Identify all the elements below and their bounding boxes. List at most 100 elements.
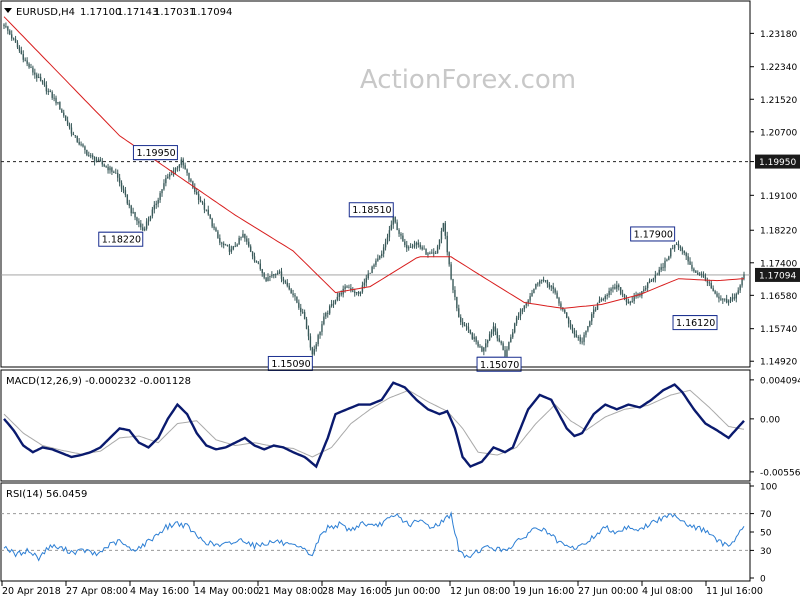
candle-body (22, 54, 24, 60)
candle-body (255, 260, 258, 263)
candle-body (222, 243, 225, 246)
candle-body (409, 246, 412, 248)
candle-body (463, 324, 466, 326)
candle-body (313, 349, 315, 355)
candle-body (147, 219, 150, 222)
candle-body (691, 264, 693, 269)
price-panel[interactable] (0, 0, 751, 368)
annotation-label: 1.16120 (676, 318, 715, 329)
x-tick-label: 4 May 16:00 (130, 586, 189, 597)
candle-body (648, 280, 651, 283)
candle-body (708, 282, 711, 284)
candle-body (338, 293, 341, 297)
candle-body (616, 285, 618, 289)
candle-body (263, 273, 265, 278)
candle-body (552, 286, 554, 290)
candle-body (236, 244, 238, 247)
candle-body (592, 309, 595, 315)
candle-body (500, 341, 502, 344)
candle-body (510, 337, 512, 343)
macd-panel[interactable] (0, 369, 751, 482)
candle-body (251, 251, 254, 257)
candle-body (226, 244, 229, 247)
annotation-label: 1.18510 (352, 205, 391, 216)
candle-body (163, 183, 165, 190)
candle-body (386, 237, 389, 243)
candle-body (155, 203, 157, 205)
candle-body (596, 302, 599, 310)
candle-body (174, 167, 177, 171)
candle-body (513, 323, 516, 333)
candle-body (479, 346, 481, 348)
symbol-label: EURUSD,H4 (16, 7, 75, 18)
y-tick-label: 1.22340 (760, 63, 797, 73)
candle-body (629, 301, 632, 304)
y-tick-label: 1.16580 (760, 292, 797, 302)
candle-body (415, 242, 418, 245)
candle-body (560, 303, 562, 308)
macd-axis: 0.004094 0.00 -0.005568 (750, 376, 800, 478)
candle-body (619, 287, 622, 294)
candle-body (107, 166, 109, 171)
candle-body (704, 277, 707, 281)
moving-average-line (3, 16, 745, 309)
candle-body (394, 216, 396, 223)
candle-body (16, 42, 19, 48)
candle-body (12, 38, 15, 40)
candle-body (413, 244, 416, 247)
y-tick-label: 1.18220 (760, 227, 797, 237)
annotation-label: 1.15090 (271, 359, 310, 370)
candle-body (452, 279, 454, 290)
candle-body (550, 286, 552, 288)
open-value: 1.17100 (80, 7, 121, 18)
candle-body (612, 287, 614, 289)
dropdown-icon[interactable] (4, 8, 12, 13)
candle-body (371, 266, 373, 273)
candle-body (95, 160, 98, 162)
x-tick-label: 4 Jul 08:00 (642, 586, 693, 597)
candle-body (120, 182, 123, 189)
candle-body (122, 188, 125, 191)
candle-body (577, 337, 579, 338)
candle-body (72, 133, 75, 136)
y-tick-label: 1.21520 (760, 96, 797, 106)
candle-body (350, 288, 352, 291)
candle-body (575, 334, 578, 338)
candle-body (508, 342, 510, 350)
candle-body (232, 246, 235, 250)
candle-body (411, 246, 414, 248)
x-tick-label: 12 Jun 08:00 (450, 586, 510, 597)
candle-body (203, 202, 206, 210)
candle-body (548, 284, 551, 288)
candle-body (103, 164, 105, 167)
annotation-box (132, 145, 178, 161)
candle-body (390, 224, 393, 231)
candle-body (589, 321, 591, 327)
candle-body (334, 300, 337, 304)
candle-body (143, 228, 146, 231)
y-tick-label: 0 (760, 575, 766, 585)
candle-body (643, 289, 645, 292)
candle-body (194, 187, 196, 192)
candle-body (668, 256, 670, 260)
candle-body (506, 349, 508, 357)
candle-body (20, 50, 23, 55)
candle-body (5, 26, 7, 27)
candle-body (278, 271, 281, 273)
y-tick-label: 70 (760, 510, 772, 520)
candle-body (465, 325, 468, 327)
candle-body (205, 209, 208, 211)
candle-body (720, 298, 722, 300)
candle-body (498, 338, 500, 342)
candle-body (30, 67, 32, 69)
candle-body (269, 275, 271, 278)
candle-body (280, 271, 283, 279)
candle-body (101, 161, 103, 165)
y-tick-label: 100 (760, 483, 777, 493)
candle-body (336, 296, 339, 301)
candle-body (610, 288, 612, 291)
candle-body (727, 301, 730, 303)
candle-body (419, 244, 421, 248)
candle-body (546, 280, 549, 285)
